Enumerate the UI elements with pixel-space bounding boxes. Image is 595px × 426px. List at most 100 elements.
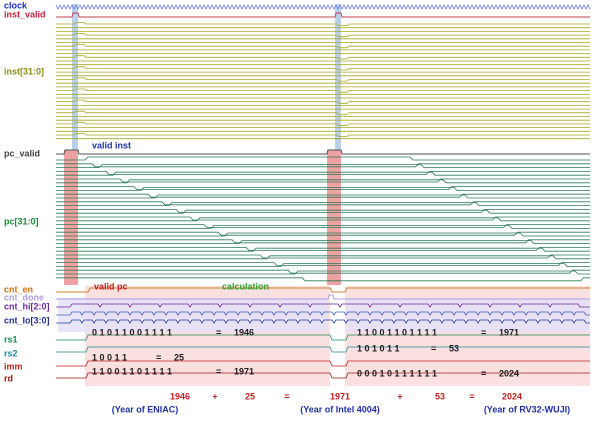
- signal-label: imm: [4, 361, 23, 371]
- wave: [56, 156, 590, 161]
- result: 1946: [234, 327, 254, 337]
- wave: [56, 294, 590, 300]
- wave: [56, 66, 590, 71]
- equation-caption: (Year of ENIAC): [112, 404, 179, 414]
- equation-term: +: [397, 391, 402, 401]
- wave: [56, 202, 590, 207]
- wave: [56, 209, 590, 214]
- signal-label: pc_valid: [4, 148, 40, 158]
- signal-label: pc[31:0]: [4, 216, 39, 226]
- bit-string: 1 1 0 0 1 1 0 1 1 1 1: [357, 327, 437, 337]
- equals: =: [431, 343, 436, 353]
- equation-caption: (Year of RV32-WUJI): [484, 404, 570, 414]
- equals: =: [481, 327, 486, 337]
- equation-term: 25: [245, 391, 255, 401]
- result: 53: [449, 343, 459, 353]
- signal-label: rs1: [4, 334, 18, 344]
- equation-term: 53: [435, 391, 445, 401]
- bit-string: 1 0 0 1 1: [92, 352, 127, 362]
- wave: [56, 170, 590, 175]
- wave: [56, 164, 590, 169]
- wave: [56, 77, 590, 82]
- wave: [56, 232, 590, 237]
- signal-label: cnt_hi[2:0]: [4, 301, 50, 311]
- result: 25: [174, 352, 184, 362]
- signal-label: clock: [4, 0, 28, 10]
- equation-term: +: [212, 391, 217, 401]
- bit-string: 0 0 0 1 0 1 1 1 1 1 1: [357, 368, 437, 378]
- wave: [56, 193, 590, 198]
- bit-string: 0 1 0 1 1 0 0 1 1 1 1: [92, 327, 172, 337]
- wave: [56, 254, 590, 259]
- wave: [56, 224, 590, 229]
- wave: [56, 239, 590, 244]
- wave: [56, 334, 590, 341]
- equals: =: [156, 352, 161, 362]
- wave: [56, 346, 590, 353]
- equation-term: 1946: [170, 391, 190, 401]
- signal-label: inst[31:0]: [4, 66, 44, 76]
- wave: [56, 171, 590, 176]
- result: 2024: [499, 368, 519, 378]
- signal-label: inst_valid: [4, 9, 46, 19]
- equation-term: =: [469, 391, 474, 401]
- wave: [56, 319, 590, 324]
- signal-label: cnt_done: [4, 292, 44, 302]
- wave: [56, 311, 590, 316]
- wave: [56, 287, 590, 293]
- wave: [56, 12, 590, 18]
- signal-label: cnt_en: [4, 284, 33, 294]
- wave: [56, 270, 590, 275]
- wave: [56, 178, 590, 183]
- equation-term: 2024: [502, 391, 522, 401]
- equation-term: =: [284, 391, 289, 401]
- inst-highlight: [72, 4, 78, 150]
- result: 1971: [499, 327, 519, 337]
- wave: [56, 277, 590, 282]
- wave: [56, 21, 590, 27]
- wave: [56, 149, 590, 155]
- result: 1971: [234, 366, 254, 376]
- wave: [56, 179, 590, 184]
- wave: [56, 246, 590, 251]
- wave: [55, 4, 591, 10]
- equals: =: [216, 366, 221, 376]
- wave: [56, 255, 590, 260]
- wave: [56, 303, 590, 308]
- inst-highlight: [335, 4, 341, 150]
- wave: [56, 163, 590, 168]
- signal-label: rd: [4, 373, 13, 383]
- annotation: calculation: [222, 281, 269, 291]
- wave: [56, 99, 590, 104]
- wave: [56, 224, 590, 229]
- annotation: valid inst: [92, 140, 131, 150]
- wave: [56, 208, 590, 213]
- signal-label: rs2: [4, 348, 18, 358]
- wave: [56, 269, 590, 274]
- bit-string: 1 0 1 0 1 1: [357, 343, 400, 353]
- equals: =: [216, 327, 221, 337]
- bit-string: 1 1 0 0 1 1 0 1 1 1 1: [92, 366, 172, 376]
- wave: [56, 44, 590, 49]
- wave: [56, 231, 590, 236]
- equals: =: [481, 368, 486, 378]
- signal-label: cnt_lo[3:0]: [4, 315, 50, 325]
- equation-term: 1971: [330, 391, 350, 401]
- wave: [56, 240, 590, 245]
- equation-caption: (Year of Intel 4004): [300, 404, 380, 414]
- wave: [56, 194, 590, 199]
- wave: [56, 186, 590, 191]
- wave: [56, 132, 590, 138]
- wave: [56, 186, 590, 191]
- wave: [56, 262, 590, 267]
- wave: [56, 88, 590, 93]
- wave: [56, 216, 590, 221]
- wave: [56, 55, 590, 60]
- wave: [56, 121, 590, 126]
- wave-lines: [55, 4, 591, 379]
- annotation: valid pc: [94, 281, 128, 291]
- wave: [56, 360, 590, 367]
- wave: [56, 110, 590, 115]
